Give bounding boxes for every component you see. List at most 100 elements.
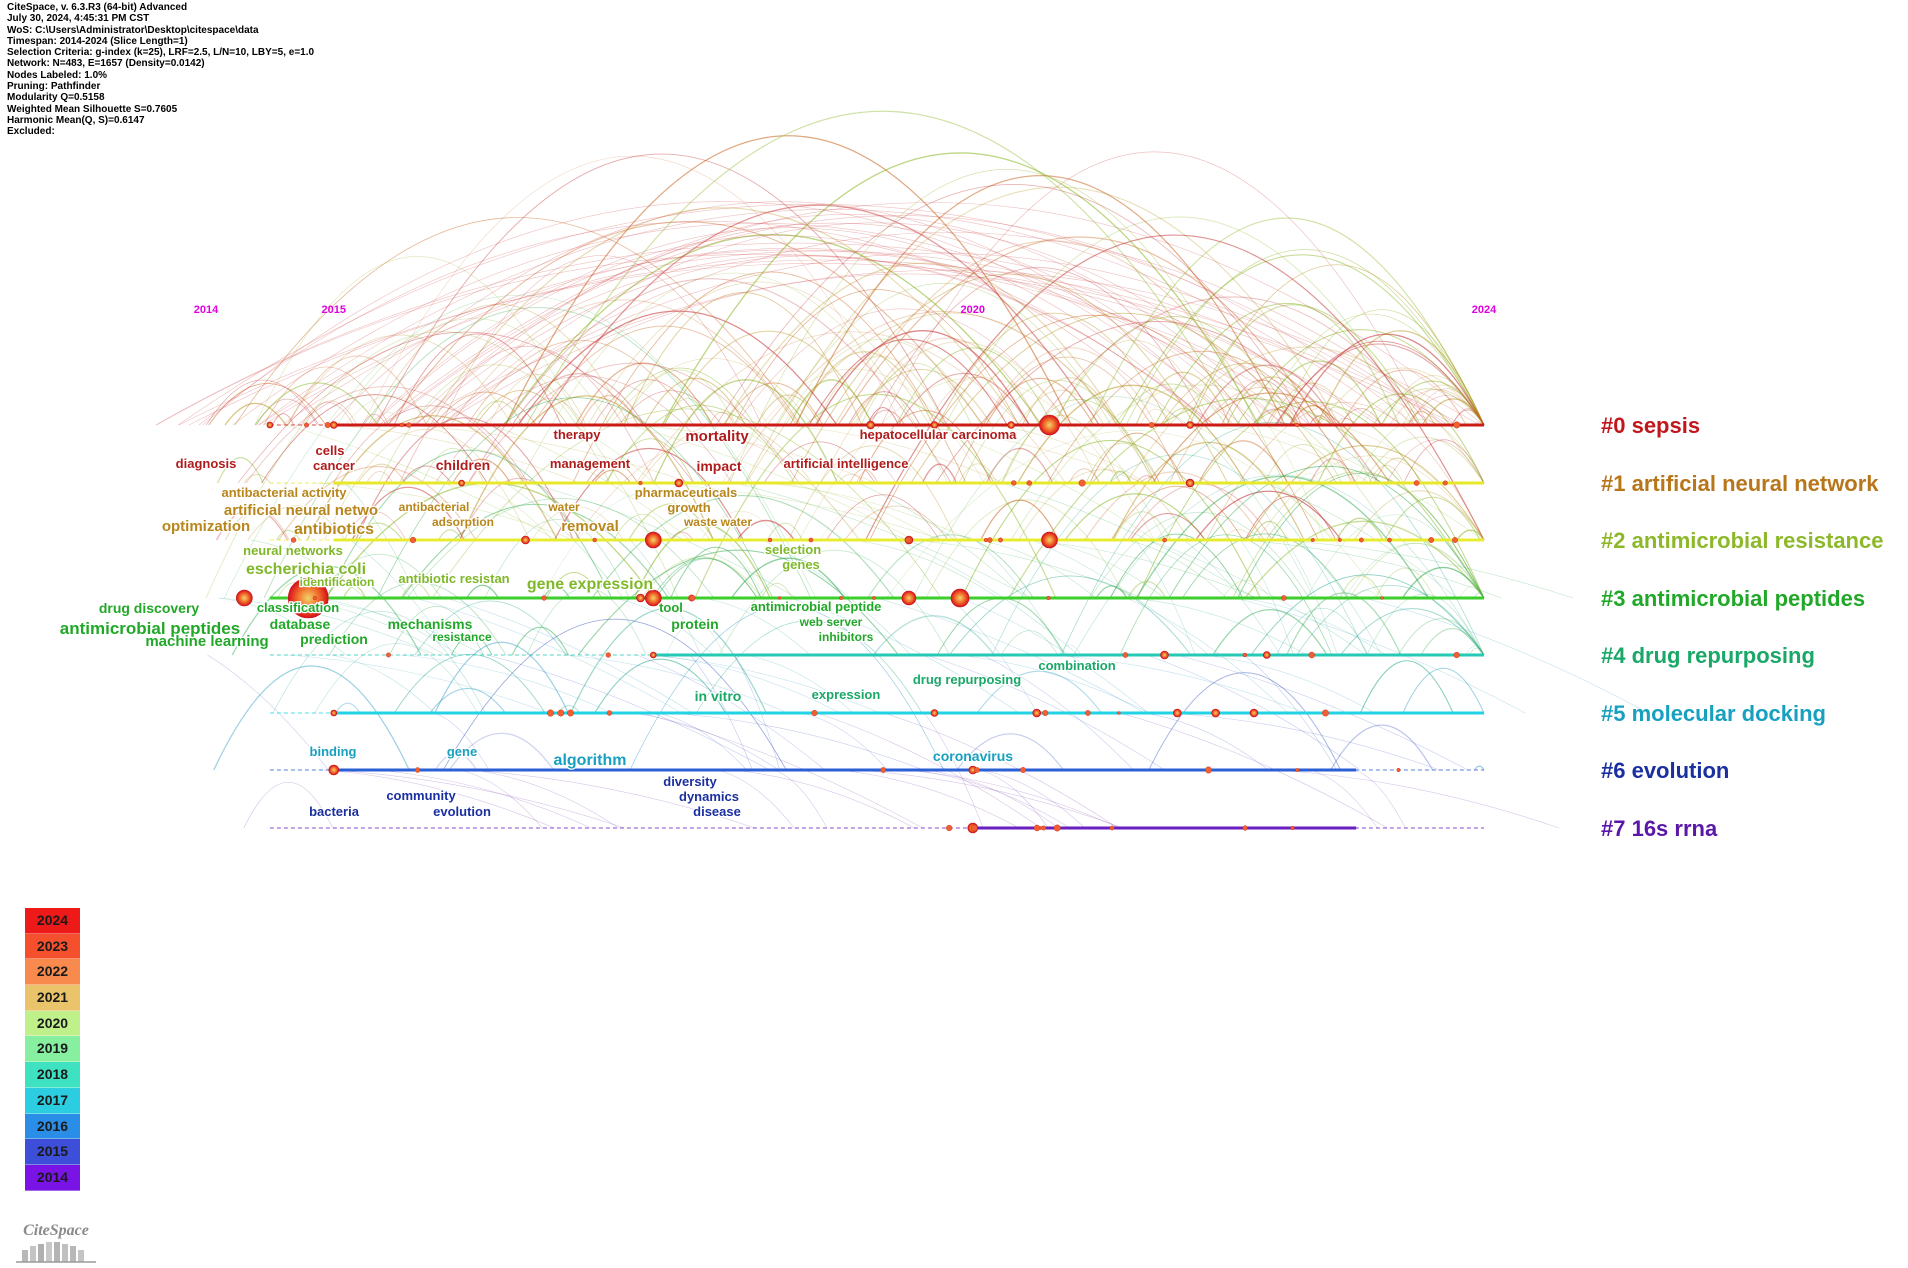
keyword-label[interactable]: hepatocellular carcinoma: [858, 426, 1018, 444]
keyword-label[interactable]: diagnosis: [174, 455, 237, 473]
keyword-node[interactable]: [808, 537, 814, 543]
keyword-label[interactable]: children: [435, 456, 492, 475]
keyword-node[interactable]: [1308, 651, 1315, 659]
keyword-node[interactable]: [287, 577, 329, 619]
keyword-label[interactable]: mechanisms: [386, 615, 474, 634]
keyword-label[interactable]: antibiotic resistan: [397, 570, 511, 588]
keyword-node[interactable]: [866, 420, 875, 430]
keyword-node[interactable]: [1011, 480, 1017, 486]
keyword-node[interactable]: [329, 421, 338, 429]
keyword-label[interactable]: resistance: [431, 629, 493, 646]
keyword-node[interactable]: [811, 710, 818, 717]
keyword-node[interactable]: [324, 422, 331, 429]
cluster-label[interactable]: #0 sepsis: [1601, 413, 1700, 438]
keyword-label[interactable]: protein: [670, 615, 720, 634]
keyword-node[interactable]: [1322, 709, 1329, 717]
keyword-node[interactable]: [1452, 537, 1458, 543]
keyword-node[interactable]: [236, 589, 253, 607]
keyword-label[interactable]: waste water: [682, 514, 754, 531]
keyword-label[interactable]: growth: [666, 499, 712, 517]
keyword-node[interactable]: [880, 767, 886, 773]
keyword-node[interactable]: [644, 589, 662, 607]
keyword-node[interactable]: [328, 764, 340, 776]
keyword-node[interactable]: [930, 709, 939, 717]
keyword-label[interactable]: adsorption: [431, 514, 496, 531]
keyword-label[interactable]: artificial intelligence: [782, 455, 910, 473]
keyword-node[interactable]: [872, 596, 876, 600]
keyword-label[interactable]: impact: [695, 457, 743, 476]
keyword-node[interactable]: [406, 422, 412, 428]
keyword-node[interactable]: [547, 709, 555, 717]
keyword-label[interactable]: antimicrobial peptides: [59, 618, 242, 640]
keyword-node[interactable]: [1041, 825, 1047, 831]
keyword-node[interactable]: [1162, 537, 1167, 543]
keyword-label[interactable]: diversity: [662, 773, 719, 791]
cluster-label[interactable]: #1 artificial neural network: [1601, 471, 1879, 496]
keyword-label[interactable]: coronavirus: [932, 747, 1015, 766]
keyword-node[interactable]: [1428, 537, 1435, 543]
keyword-node[interactable]: [414, 767, 421, 773]
keyword-node[interactable]: [1387, 537, 1392, 543]
keyword-node[interactable]: [266, 421, 274, 429]
keyword-node[interactable]: [1085, 710, 1091, 716]
keyword-label[interactable]: drug discovery: [98, 599, 201, 618]
keyword-label[interactable]: inhibitors: [817, 629, 874, 646]
keyword-node[interactable]: [541, 595, 547, 601]
keyword-node[interactable]: [636, 593, 645, 603]
keyword-label[interactable]: gene: [446, 743, 479, 761]
keyword-node[interactable]: [1211, 708, 1220, 718]
keyword-node[interactable]: [1280, 595, 1287, 601]
keyword-label[interactable]: optimization: [161, 517, 252, 537]
keyword-label[interactable]: binding: [308, 743, 357, 761]
keyword-label[interactable]: classification: [256, 599, 341, 617]
keyword-node[interactable]: [950, 588, 970, 608]
keyword-node[interactable]: [1294, 422, 1299, 428]
keyword-node[interactable]: [1396, 768, 1401, 773]
keyword-node[interactable]: [1186, 421, 1194, 429]
keyword-label[interactable]: evolution: [432, 803, 492, 821]
keyword-label[interactable]: bacteria: [308, 803, 361, 821]
keyword-node[interactable]: [1290, 825, 1295, 831]
keyword-node[interactable]: [1148, 422, 1155, 428]
keyword-label[interactable]: neural networks: [242, 542, 344, 560]
keyword-node[interactable]: [567, 709, 574, 717]
keyword-node[interactable]: [1413, 480, 1420, 486]
keyword-node[interactable]: [1041, 531, 1058, 549]
keyword-node[interactable]: [1053, 824, 1061, 832]
keyword-node[interactable]: [1007, 421, 1015, 429]
keyword-node[interactable]: [605, 652, 611, 658]
keyword-node[interactable]: [592, 537, 597, 543]
keyword-node[interactable]: [458, 479, 465, 487]
keyword-label[interactable]: machine learning: [144, 632, 270, 652]
keyword-node[interactable]: [1262, 651, 1271, 659]
cluster-label[interactable]: #7 16s rrna: [1601, 816, 1718, 841]
keyword-node[interactable]: [1117, 711, 1121, 715]
keyword-label[interactable]: tool: [658, 599, 684, 617]
keyword-node[interactable]: [970, 824, 978, 832]
keyword-label[interactable]: management: [549, 455, 632, 473]
keyword-node[interactable]: [399, 422, 404, 428]
keyword-node[interactable]: [312, 595, 317, 601]
keyword-node[interactable]: [649, 651, 657, 659]
keyword-label[interactable]: community: [385, 787, 458, 805]
keyword-label[interactable]: drug repurposing: [912, 671, 1023, 689]
keyword-node[interactable]: [386, 652, 391, 658]
keyword-label[interactable]: escherichia coli: [245, 560, 368, 580]
keyword-node[interactable]: [1242, 825, 1248, 831]
cluster-label[interactable]: #6 evolution: [1601, 758, 1729, 783]
keyword-label[interactable]: mortality: [684, 427, 751, 447]
keyword-node[interactable]: [1078, 479, 1086, 487]
keyword-node[interactable]: [1249, 708, 1259, 718]
keyword-node[interactable]: [946, 824, 953, 832]
keyword-label[interactable]: removal: [560, 517, 620, 537]
keyword-node[interactable]: [1026, 480, 1032, 486]
keyword-label[interactable]: database: [268, 615, 331, 634]
keyword-node[interactable]: [1337, 538, 1342, 542]
keyword-node[interactable]: [1205, 766, 1212, 774]
cluster-label[interactable]: #5 molecular docking: [1601, 701, 1826, 726]
keyword-node[interactable]: [638, 480, 643, 486]
keyword-node[interactable]: [1453, 651, 1460, 659]
keyword-node[interactable]: [1032, 708, 1041, 718]
keyword-node[interactable]: [644, 531, 662, 549]
keyword-node[interactable]: [998, 537, 1003, 543]
